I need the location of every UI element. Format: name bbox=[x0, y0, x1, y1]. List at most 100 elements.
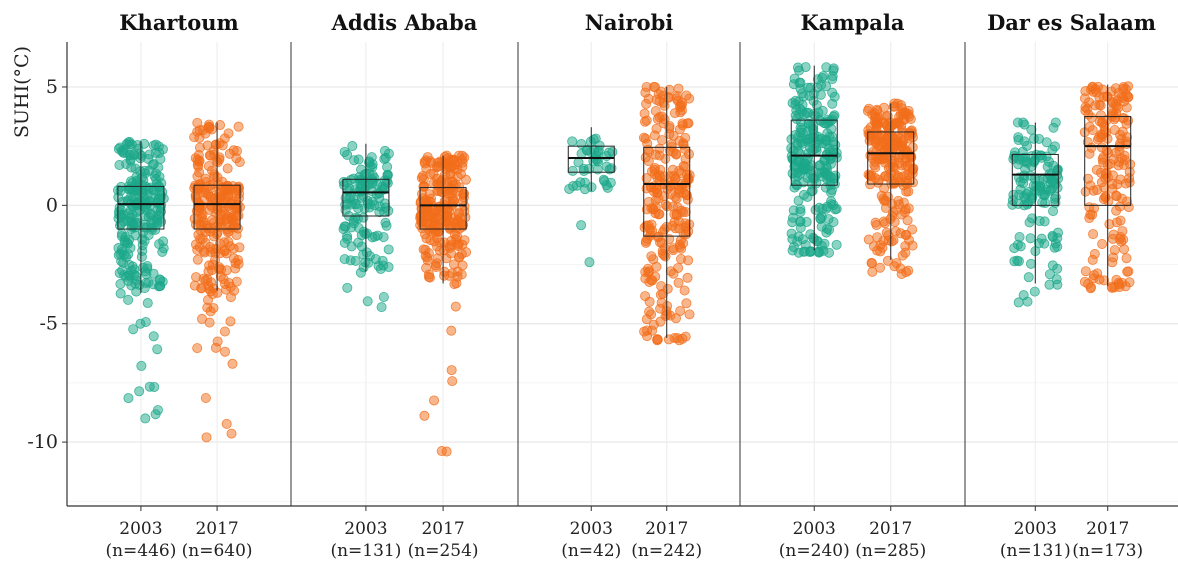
box-iqr bbox=[419, 187, 467, 230]
data-point bbox=[1112, 179, 1123, 190]
data-point bbox=[670, 191, 681, 202]
data-point bbox=[641, 314, 652, 325]
data-point bbox=[458, 189, 469, 200]
box-iqr bbox=[867, 131, 915, 185]
data-point bbox=[873, 177, 884, 188]
box-iqr bbox=[117, 185, 165, 230]
data-point bbox=[640, 291, 651, 302]
data-point bbox=[189, 213, 200, 224]
outlier-point bbox=[135, 318, 146, 329]
data-point bbox=[157, 144, 168, 155]
data-point bbox=[121, 159, 132, 170]
outlier-point bbox=[447, 376, 458, 387]
data-point bbox=[457, 260, 468, 271]
data-point bbox=[1013, 198, 1024, 209]
outlier-point bbox=[210, 342, 221, 353]
data-point bbox=[143, 211, 154, 222]
data-point bbox=[659, 250, 670, 261]
data-point bbox=[433, 206, 444, 217]
data-point bbox=[671, 148, 682, 159]
data-point bbox=[1111, 205, 1122, 216]
data-point bbox=[1015, 241, 1026, 252]
outlier-point bbox=[866, 257, 877, 268]
category-year-label: 2003 bbox=[119, 519, 162, 539]
outlier-point bbox=[436, 446, 447, 457]
data-point bbox=[831, 239, 842, 250]
data-point bbox=[220, 209, 231, 220]
box-iqr bbox=[790, 119, 838, 186]
outlier-point bbox=[140, 413, 151, 424]
data-point bbox=[192, 117, 203, 128]
data-point bbox=[203, 189, 214, 200]
outlier-point bbox=[419, 410, 430, 421]
data-point bbox=[800, 62, 811, 73]
category-n-label: (n=285) bbox=[855, 541, 926, 561]
y-tick-label: -10 bbox=[27, 431, 58, 453]
outlier-point bbox=[429, 395, 440, 406]
data-point bbox=[372, 230, 383, 241]
data-point bbox=[142, 263, 153, 274]
data-point bbox=[207, 214, 218, 225]
frame-layer bbox=[62, 42, 1178, 511]
data-point bbox=[792, 139, 803, 150]
data-point bbox=[573, 157, 584, 168]
category-n-label: (n=254) bbox=[408, 541, 479, 561]
y-tick-label: 5 bbox=[46, 76, 58, 98]
outlier-point bbox=[663, 334, 674, 345]
data-point bbox=[116, 212, 127, 223]
data-point bbox=[216, 192, 227, 203]
data-point bbox=[1080, 266, 1091, 277]
outlier-point bbox=[903, 265, 914, 276]
data-point bbox=[1043, 156, 1054, 167]
data-point bbox=[148, 140, 159, 151]
y-tick-label: 0 bbox=[46, 194, 58, 216]
data-point bbox=[808, 120, 819, 131]
category-n-label: (n=173) bbox=[1072, 541, 1143, 561]
data-point bbox=[353, 222, 364, 233]
outlier-point bbox=[207, 289, 218, 300]
data-point bbox=[671, 93, 682, 104]
outlier-point bbox=[342, 282, 353, 293]
outlier-point bbox=[576, 220, 587, 231]
data-point bbox=[350, 255, 361, 266]
data-point bbox=[1044, 269, 1055, 280]
box-iqr bbox=[643, 146, 691, 237]
box-layer bbox=[117, 65, 1132, 338]
data-point bbox=[365, 161, 376, 172]
data-point bbox=[795, 216, 806, 227]
data-point bbox=[649, 162, 660, 173]
data-point bbox=[653, 193, 664, 204]
data-point bbox=[158, 236, 169, 247]
category-n-label: (n=131) bbox=[1000, 541, 1071, 561]
data-point bbox=[204, 260, 215, 271]
data-point bbox=[684, 309, 695, 320]
data-point bbox=[907, 177, 918, 188]
data-point bbox=[124, 259, 135, 270]
data-point bbox=[1034, 215, 1045, 226]
data-point bbox=[660, 199, 671, 210]
data-point bbox=[447, 185, 458, 196]
data-point bbox=[214, 138, 225, 149]
category-year-label: 2017 bbox=[195, 519, 238, 539]
outlier-point bbox=[225, 292, 236, 303]
data-point bbox=[894, 149, 905, 160]
data-point bbox=[1041, 137, 1052, 148]
data-point bbox=[680, 153, 691, 164]
data-point bbox=[664, 129, 675, 140]
data-point bbox=[1121, 118, 1132, 129]
data-point bbox=[822, 168, 833, 179]
data-point bbox=[1107, 257, 1118, 268]
data-point bbox=[799, 109, 810, 120]
facet-title: Khartoum bbox=[119, 10, 238, 35]
data-point bbox=[679, 285, 690, 296]
data-point bbox=[425, 156, 436, 167]
data-point bbox=[1087, 254, 1098, 265]
data-point bbox=[1124, 166, 1135, 177]
data-point bbox=[789, 73, 800, 84]
data-point bbox=[668, 268, 679, 279]
data-point bbox=[1100, 191, 1111, 202]
data-point bbox=[131, 206, 142, 217]
data-point bbox=[127, 177, 138, 188]
data-point bbox=[1086, 142, 1097, 153]
data-point bbox=[1079, 276, 1090, 287]
